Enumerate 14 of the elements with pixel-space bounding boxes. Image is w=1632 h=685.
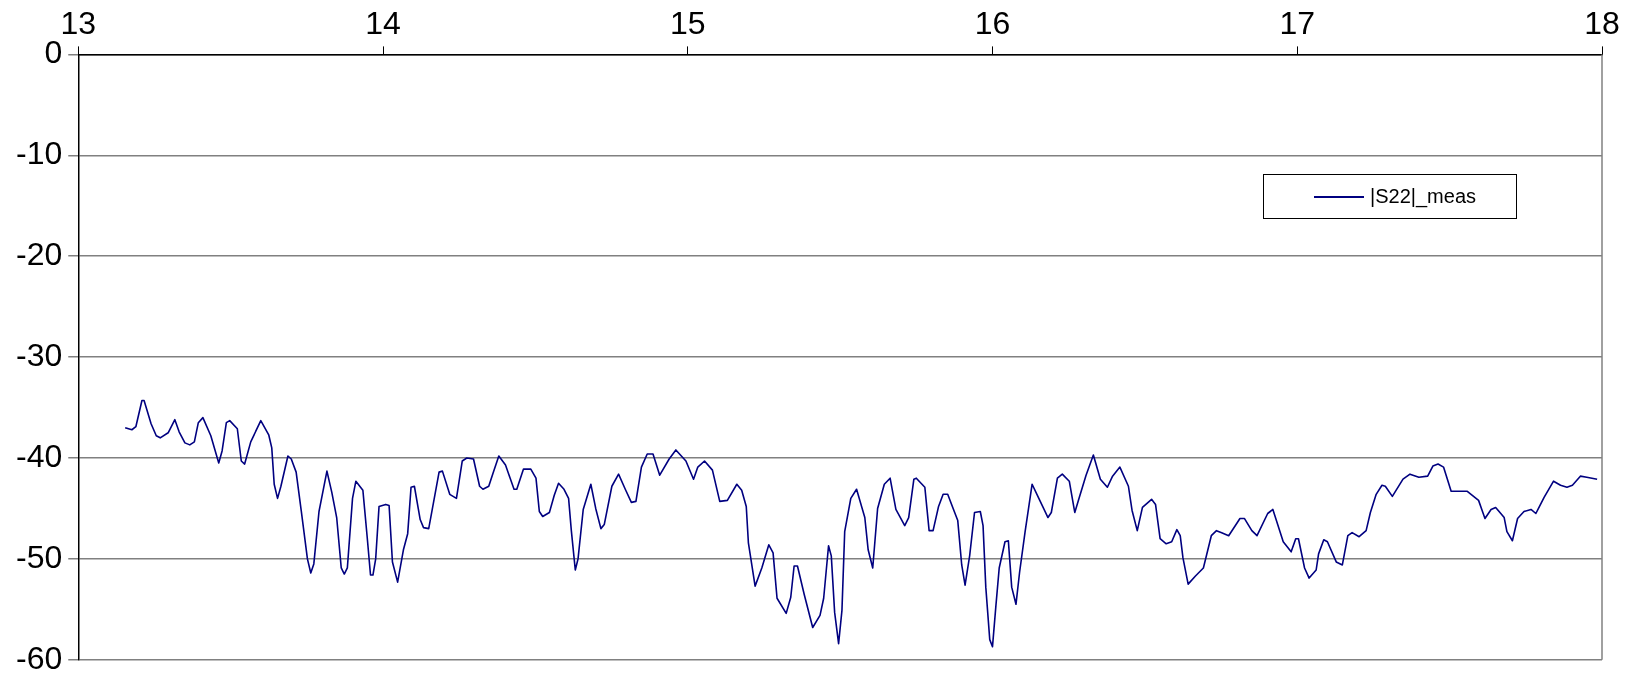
x-tick-label: 16: [974, 5, 1011, 42]
y-tick-label: -10: [16, 135, 63, 172]
x-tick-label: 17: [1279, 5, 1316, 42]
y-tick-label: 0: [44, 34, 63, 71]
y-tick-label: -50: [16, 538, 63, 575]
legend-label: |S22|_meas: [1370, 185, 1477, 209]
y-tick-label: -20: [16, 236, 63, 273]
x-tick-label: 14: [365, 5, 401, 42]
x-tick-label: 13: [60, 5, 97, 42]
y-tick-label: -60: [16, 639, 63, 676]
x-tick-label: 15: [669, 5, 706, 42]
x-tick-label: 18: [1584, 5, 1620, 42]
y-tick-label: -40: [16, 437, 63, 474]
y-tick-label: -30: [16, 336, 63, 373]
